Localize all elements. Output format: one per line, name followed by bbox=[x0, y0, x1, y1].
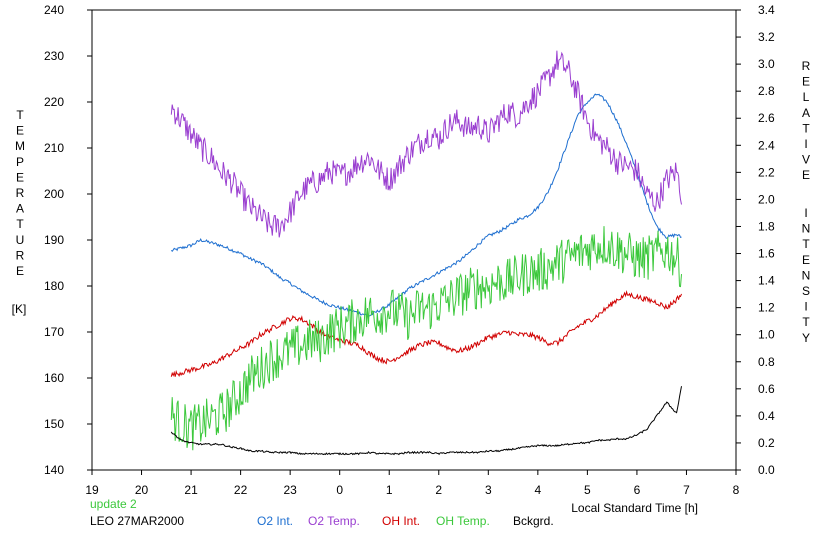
y-left-label-letter: M bbox=[15, 139, 25, 153]
y-right-label-letter: I bbox=[804, 206, 807, 220]
y-right-tick-label: 1.4 bbox=[758, 274, 775, 288]
y-right-tick-label: 0.0 bbox=[758, 463, 775, 477]
y-right-tick-label: 3.4 bbox=[758, 3, 775, 17]
y-right-label-letter: E bbox=[802, 75, 810, 89]
y-left-unit-label: [K] bbox=[12, 302, 27, 316]
y-right-label-letter: I bbox=[804, 137, 807, 151]
y-left-tick-label: 160 bbox=[44, 371, 64, 385]
y-left-label-letter: R bbox=[16, 248, 25, 262]
x-tick-label: 23 bbox=[283, 483, 297, 497]
x-tick-label: 5 bbox=[584, 483, 591, 497]
y-right-tick-label: 0.8 bbox=[758, 355, 775, 369]
y-right-label-letter: V bbox=[802, 153, 810, 167]
x-tick-label: 21 bbox=[184, 483, 198, 497]
y-right-tick-label: 0.6 bbox=[758, 382, 775, 396]
y-left-tick-label: 220 bbox=[44, 95, 64, 109]
y-right-label-letter: E bbox=[802, 168, 810, 182]
legend-bckgrd: Bckgrd. bbox=[513, 514, 554, 528]
y-left-label-letter: E bbox=[16, 170, 24, 184]
y-right-label-letter: T bbox=[802, 237, 810, 251]
y-left-label-letter: R bbox=[16, 186, 25, 200]
y-right-tick-label: 1.2 bbox=[758, 301, 775, 315]
x-tick-label: 3 bbox=[485, 483, 492, 497]
y-right-label-letter: S bbox=[802, 284, 810, 298]
update-label: update 2 bbox=[90, 497, 137, 511]
y-left-label-letter: E bbox=[16, 264, 24, 278]
site-date-label: LEO 27MAR2000 bbox=[90, 514, 184, 528]
plot-frame bbox=[92, 10, 736, 470]
y-right-tick-label: 3.2 bbox=[758, 30, 775, 44]
y-right-tick-label: 3.0 bbox=[758, 57, 775, 71]
y-left-tick-label: 150 bbox=[44, 417, 64, 431]
y-left-tick-label: 210 bbox=[44, 141, 64, 155]
y-right-label-letter: N bbox=[802, 222, 811, 236]
x-tick-label: 8 bbox=[733, 483, 740, 497]
y-right-tick-label: 2.8 bbox=[758, 84, 775, 98]
y-left-tick-label: 180 bbox=[44, 279, 64, 293]
y-right-label-letter: N bbox=[802, 268, 811, 282]
x-tick-label: 19 bbox=[85, 483, 99, 497]
x-tick-label: 1 bbox=[386, 483, 393, 497]
series-layer bbox=[171, 51, 681, 455]
y-left-label-letter: T bbox=[16, 217, 24, 231]
y-right-tick-label: 2.0 bbox=[758, 192, 775, 206]
x-tick-label: 7 bbox=[683, 483, 690, 497]
legend-oh-temp: OH Temp. bbox=[436, 514, 490, 528]
y-right-label-letter: A bbox=[802, 106, 810, 120]
legend-o2-int: O2 Int. bbox=[257, 514, 293, 528]
x-tick-label: 4 bbox=[535, 483, 542, 497]
y-left-tick-label: 140 bbox=[44, 463, 64, 477]
y-left-label-letter: A bbox=[16, 202, 24, 216]
y-right-label-letter: T bbox=[802, 121, 810, 135]
y-right-tick-label: 2.2 bbox=[758, 165, 775, 179]
y-right-label-letter: L bbox=[803, 90, 810, 104]
y-left-label-letter: U bbox=[16, 233, 25, 247]
y-right-tick-label: 2.4 bbox=[758, 138, 775, 152]
y-left-label-letter: T bbox=[16, 108, 24, 122]
y-left-label-letter: P bbox=[16, 155, 24, 169]
y-right-label-letter: Y bbox=[802, 331, 810, 345]
y-right-label-letter: I bbox=[804, 300, 807, 314]
series-line-o2-temp bbox=[171, 51, 681, 238]
y-right-tick-label: 0.2 bbox=[758, 436, 775, 450]
series-line-o2-int bbox=[171, 94, 681, 316]
x-tick-label: 6 bbox=[634, 483, 641, 497]
y-left-tick-label: 190 bbox=[44, 233, 64, 247]
y-left-label-letter: E bbox=[16, 124, 24, 138]
x-tick-label: 20 bbox=[135, 483, 149, 497]
y-right-tick-label: 2.6 bbox=[758, 111, 775, 125]
y-right-tick-label: 0.4 bbox=[758, 409, 775, 423]
legend-oh-int: OH Int. bbox=[382, 514, 420, 528]
x-tick-label: 22 bbox=[234, 483, 248, 497]
x-tick-label: 0 bbox=[336, 483, 343, 497]
y-right-label-letter: R bbox=[802, 59, 811, 73]
y-right-tick-label: 1.0 bbox=[758, 328, 775, 342]
y-right-label-letter: T bbox=[802, 315, 810, 329]
y-left-tick-label: 200 bbox=[44, 187, 64, 201]
y-right-tick-label: 1.8 bbox=[758, 219, 775, 233]
x-tick-label: 2 bbox=[435, 483, 442, 497]
y-right-tick-label: 1.6 bbox=[758, 247, 775, 261]
series-line-oh-temp bbox=[171, 226, 681, 450]
x-axis-label: Local Standard Time [h] bbox=[571, 501, 698, 515]
y-left-tick-label: 230 bbox=[44, 49, 64, 63]
y-left-tick-label: 170 bbox=[44, 325, 64, 339]
y-left-tick-label: 240 bbox=[44, 3, 64, 17]
legend-o2-temp: O2 Temp. bbox=[308, 514, 360, 528]
y-right-label-letter: E bbox=[802, 253, 810, 267]
